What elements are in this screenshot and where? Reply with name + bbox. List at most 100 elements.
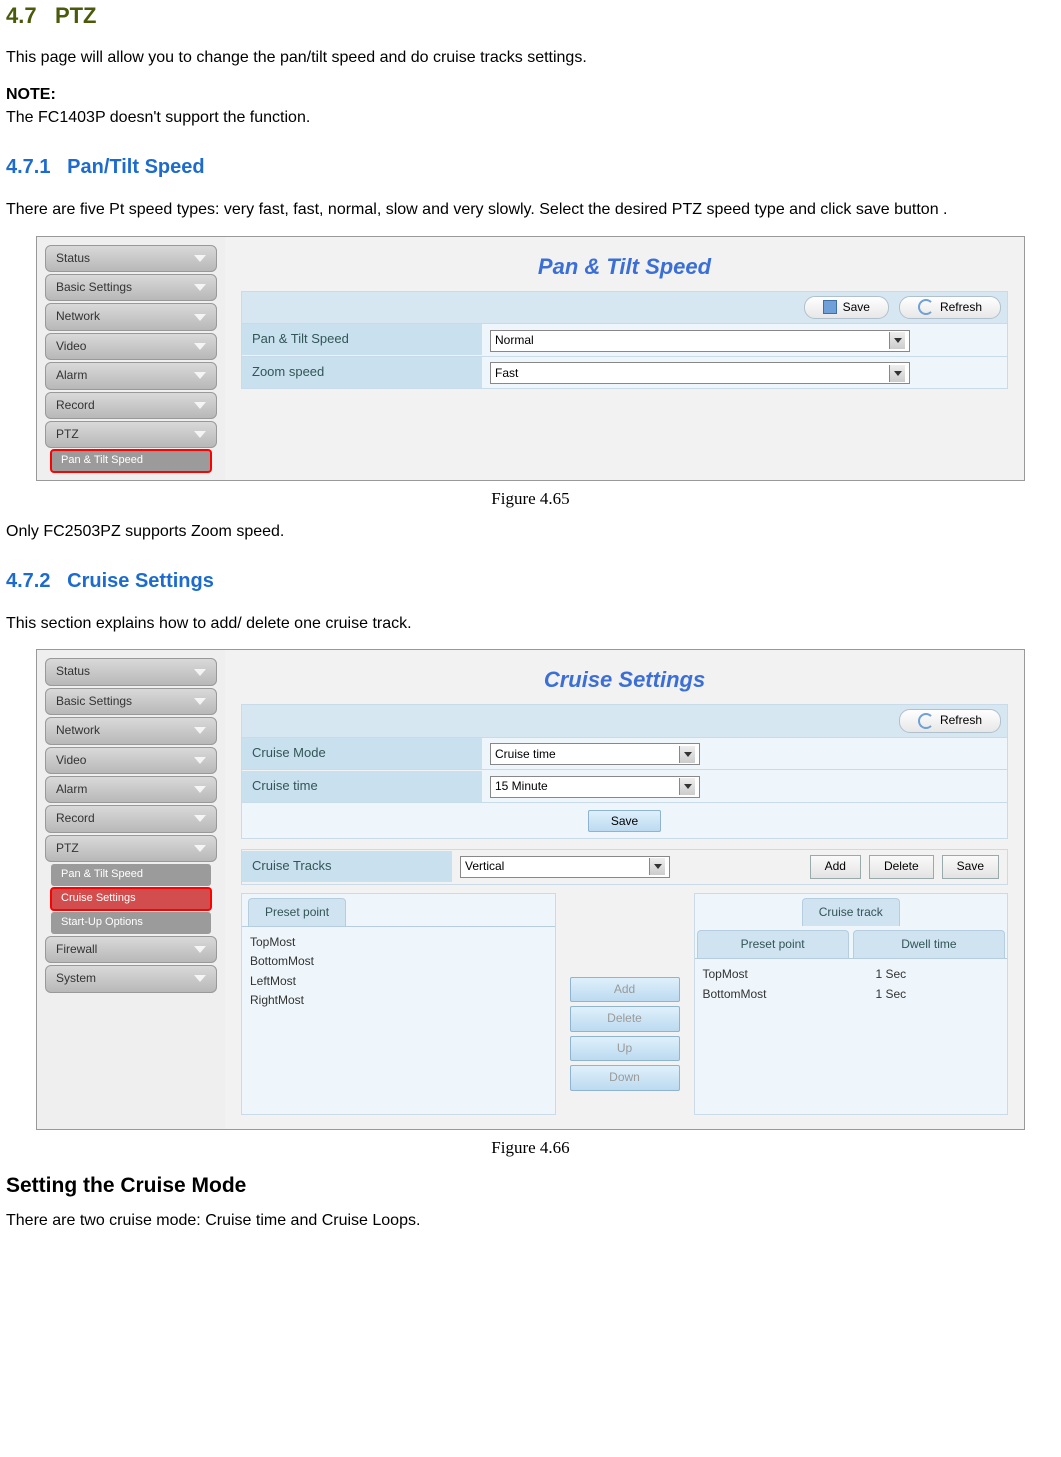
preset-item[interactable]: BottomMost: [250, 952, 547, 971]
preset-point-tab[interactable]: Preset point: [248, 898, 346, 926]
cruise-mode-label: Cruise Mode: [242, 738, 482, 769]
sidebar-sub-pan-tilt-speed[interactable]: Pan & Tilt Speed: [51, 450, 211, 472]
pan-tilt-speed-row: Pan & Tilt Speed Normal: [241, 324, 1008, 357]
cruise-track-tab[interactable]: Cruise track: [802, 898, 900, 926]
section-4-7-heading: 4.7 PTZ: [6, 0, 1055, 32]
chevron-down-icon: [194, 845, 206, 852]
sidebar: Status Basic Settings Network Video Alar…: [37, 650, 225, 1129]
subsection-title: Pan/Tilt Speed: [67, 156, 204, 178]
refresh-button[interactable]: Refresh: [899, 709, 1001, 732]
figure-4-66-caption: Figure 4.66: [6, 1136, 1055, 1161]
refresh-icon: [918, 299, 934, 315]
subsection-title: Cruise Settings: [67, 570, 214, 592]
dropdown-icon: [889, 365, 905, 382]
delete-track-button[interactable]: Delete: [869, 855, 934, 878]
chevron-down-icon: [194, 946, 206, 953]
sidebar-item-network[interactable]: Network: [45, 303, 217, 330]
save-icon: [823, 300, 837, 314]
chevron-down-icon: [194, 431, 206, 438]
section-title: PTZ: [55, 3, 97, 28]
cruise-description: This section explains how to add/ delete…: [6, 612, 1055, 635]
sidebar-item-ptz[interactable]: PTZ: [45, 421, 217, 448]
sidebar-item-status[interactable]: Status: [45, 245, 217, 272]
zoom-speed-row: Zoom speed Fast: [241, 357, 1008, 390]
note-label: NOTE:: [6, 83, 1055, 106]
cruise-time-row: Cruise time 15 Minute: [241, 770, 1008, 803]
cruise-track-card: Cruise track Preset point Dwell time Top…: [694, 893, 1009, 1116]
sidebar-item-ptz[interactable]: PTZ: [45, 835, 217, 862]
sidebar: Status Basic Settings Network Video Alar…: [37, 237, 225, 481]
transfer-buttons: Add Delete Up Down: [570, 893, 680, 1116]
sidebar-item-alarm[interactable]: Alarm: [45, 776, 217, 803]
chevron-down-icon: [194, 402, 206, 409]
cruise-tracks-label: Cruise Tracks: [242, 851, 452, 882]
refresh-button[interactable]: Refresh: [899, 296, 1001, 319]
section-number: 4.7: [6, 3, 37, 28]
cruise-track-col-dwell: Dwell time: [853, 930, 1005, 958]
figure-4-66-screenshot: Status Basic Settings Network Video Alar…: [36, 649, 1025, 1130]
dropdown-icon: [889, 332, 905, 349]
cruise-mode-select[interactable]: Cruise time: [490, 743, 700, 765]
cruise-time-label: Cruise time: [242, 771, 482, 802]
save-block: Save: [241, 803, 1008, 839]
dropdown-icon: [649, 858, 665, 875]
sidebar-item-network[interactable]: Network: [45, 717, 217, 744]
panel-title: Pan & Tilt Speed: [241, 245, 1008, 291]
move-down-button[interactable]: Down: [570, 1065, 680, 1090]
track-row[interactable]: BottomMost1 Sec: [703, 985, 1000, 1004]
button-bar: Save Refresh: [241, 291, 1008, 324]
dropdown-icon: [679, 778, 695, 795]
cruise-track-list: TopMost1 Sec BottomMost1 Sec: [695, 958, 1008, 1106]
add-track-button[interactable]: Add: [810, 855, 861, 878]
delete-preset-button[interactable]: Delete: [570, 1006, 680, 1031]
chevron-down-icon: [194, 343, 206, 350]
sidebar-item-record[interactable]: Record: [45, 392, 217, 419]
sidebar-item-video[interactable]: Video: [45, 333, 217, 360]
sidebar-sub-pan-tilt-speed[interactable]: Pan & Tilt Speed: [51, 864, 211, 886]
chevron-down-icon: [194, 975, 206, 982]
cruise-tracks-select[interactable]: Vertical: [460, 856, 670, 878]
cruise-mode-row: Cruise Mode Cruise time: [241, 738, 1008, 771]
move-up-button[interactable]: Up: [570, 1036, 680, 1061]
preset-point-card: Preset point TopMost BottomMost LeftMost…: [241, 893, 556, 1116]
preset-item[interactable]: TopMost: [250, 933, 547, 952]
setting-cruise-mode-paragraph: There are two cruise mode: Cruise time a…: [6, 1209, 1055, 1232]
pantilt-description: There are five Pt speed types: very fast…: [6, 198, 1055, 221]
chevron-down-icon: [194, 314, 206, 321]
save-track-button[interactable]: Save: [942, 855, 999, 878]
sidebar-item-alarm[interactable]: Alarm: [45, 362, 217, 389]
sidebar-sub-cruise-settings[interactable]: Cruise Settings: [51, 888, 211, 910]
cruise-tracks-row: Cruise Tracks Vertical Add Delete Save: [241, 849, 1008, 884]
track-row[interactable]: TopMost1 Sec: [703, 965, 1000, 984]
zoom-speed-select[interactable]: Fast: [490, 362, 910, 384]
zoom-speed-label: Zoom speed: [242, 357, 482, 388]
cruise-time-select[interactable]: 15 Minute: [490, 776, 700, 798]
add-preset-button[interactable]: Add: [570, 977, 680, 1002]
sidebar-item-firewall[interactable]: Firewall: [45, 936, 217, 963]
chevron-down-icon: [194, 757, 206, 764]
cruise-track-col-preset: Preset point: [697, 930, 849, 958]
sidebar-sub-startup-options[interactable]: Start-Up Options: [51, 912, 211, 934]
figure-4-65-screenshot: Status Basic Settings Network Video Alar…: [36, 236, 1025, 482]
refresh-icon: [918, 713, 934, 729]
save-button[interactable]: Save: [588, 810, 661, 832]
note-body: The FC1403P doesn't support the function…: [6, 106, 1055, 129]
sidebar-item-basic-settings[interactable]: Basic Settings: [45, 688, 217, 715]
zoom-note: Only FC2503PZ supports Zoom speed.: [6, 520, 1055, 543]
sidebar-item-system[interactable]: System: [45, 965, 217, 992]
chevron-down-icon: [194, 255, 206, 262]
chevron-down-icon: [194, 727, 206, 734]
preset-item[interactable]: LeftMost: [250, 972, 547, 991]
save-button[interactable]: Save: [804, 296, 889, 319]
preset-item[interactable]: RightMost: [250, 991, 547, 1010]
sidebar-item-status[interactable]: Status: [45, 658, 217, 685]
sidebar-item-record[interactable]: Record: [45, 805, 217, 832]
main-panel: Pan & Tilt Speed Save Refresh Pan & Tilt…: [225, 237, 1024, 481]
sidebar-item-basic-settings[interactable]: Basic Settings: [45, 274, 217, 301]
pan-tilt-speed-label: Pan & Tilt Speed: [242, 324, 482, 355]
chevron-down-icon: [194, 815, 206, 822]
sidebar-item-video[interactable]: Video: [45, 747, 217, 774]
pan-tilt-speed-select[interactable]: Normal: [490, 330, 910, 352]
preset-track-panels: Preset point TopMost BottomMost LeftMost…: [241, 893, 1008, 1116]
chevron-down-icon: [194, 669, 206, 676]
